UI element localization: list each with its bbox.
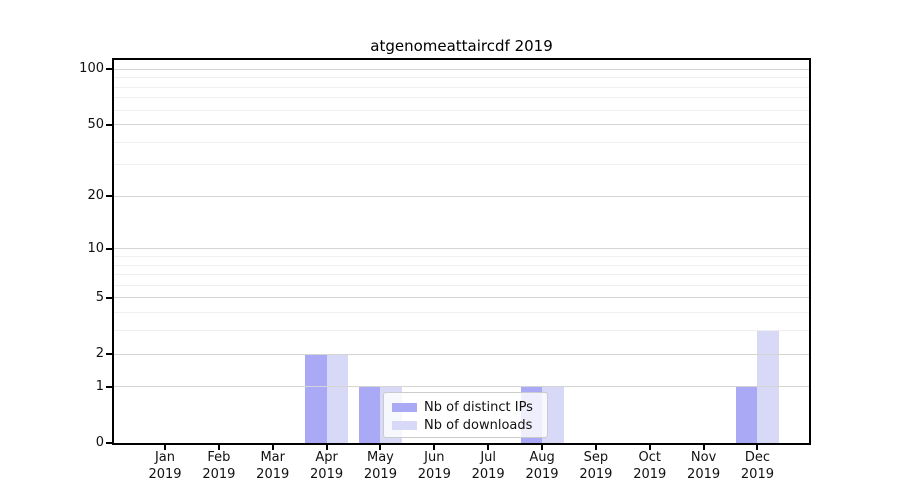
minor-gridline xyxy=(114,77,809,79)
x-tick-mark xyxy=(379,445,382,450)
x-tick-mark xyxy=(594,445,597,450)
minor-gridline xyxy=(114,97,809,99)
minor-gridline xyxy=(114,109,809,111)
x-tick-label: Jan 2019 xyxy=(148,450,182,482)
minor-gridline xyxy=(114,312,809,314)
minor-gridline xyxy=(114,284,809,286)
bar-apr-distinct-ips xyxy=(305,354,327,443)
legend-swatch-distinct-ips xyxy=(392,402,417,412)
y-tick-mark xyxy=(106,296,112,299)
major-gridline xyxy=(114,297,809,299)
y-tick-mark xyxy=(106,385,112,388)
x-tick-label: Dec 2019 xyxy=(740,450,774,482)
x-tick-label: Oct 2019 xyxy=(633,450,667,482)
x-tick-label: Jul 2019 xyxy=(471,450,505,482)
x-tick-label: Mar 2019 xyxy=(256,450,290,482)
x-tick-label: Jun 2019 xyxy=(417,450,451,482)
minor-gridline xyxy=(114,274,809,276)
y-tick-mark xyxy=(106,442,112,444)
legend-label-downloads: Nb of downloads xyxy=(424,417,533,433)
y-tick-mark xyxy=(106,353,112,356)
y-tick-label: 1 xyxy=(95,378,104,394)
x-tick-label: Apr 2019 xyxy=(310,450,344,482)
major-gridline xyxy=(114,386,809,388)
major-gridline xyxy=(114,353,809,355)
x-tick-label: Aug 2019 xyxy=(525,450,559,482)
major-gridline xyxy=(114,124,809,126)
legend: Nb of distinct IPs Nb of downloads xyxy=(383,392,548,438)
chart-title: atgenomeattaircdf 2019 xyxy=(370,37,553,55)
legend-entry-distinct-ips: Nb of distinct IPs xyxy=(392,398,539,416)
y-tick-label: 2 xyxy=(95,346,104,362)
x-tick-mark xyxy=(756,445,759,450)
legend-entry-downloads: Nb of downloads xyxy=(392,416,539,434)
x-tick-mark xyxy=(271,445,274,450)
y-tick-label: 5 xyxy=(95,289,104,305)
x-tick-mark xyxy=(541,445,544,450)
major-gridline xyxy=(114,195,809,197)
legend-swatch-downloads xyxy=(392,420,417,430)
x-tick-mark xyxy=(164,445,166,450)
minor-gridline xyxy=(114,86,809,88)
minor-gridline xyxy=(114,141,809,143)
y-tick-mark xyxy=(106,68,112,71)
y-tick-label: 20 xyxy=(87,188,104,204)
x-tick-label: Feb 2019 xyxy=(202,450,236,482)
x-tick-mark xyxy=(702,445,705,450)
x-tick-mark xyxy=(648,445,651,450)
minor-gridline xyxy=(114,330,809,332)
x-tick-label: Sep 2019 xyxy=(579,450,613,482)
y-tick-label: 100 xyxy=(79,61,104,77)
x-tick-mark xyxy=(325,445,328,450)
x-tick-mark xyxy=(433,445,436,450)
minor-gridline xyxy=(114,256,809,257)
y-tick-mark xyxy=(106,123,112,126)
y-tick-mark xyxy=(106,195,112,198)
x-tick-label: Nov 2019 xyxy=(687,450,721,482)
bar-dec-distinct-ips xyxy=(735,386,758,443)
bar-apr-downloads xyxy=(326,354,349,443)
legend-label-distinct-ips: Nb of distinct IPs xyxy=(424,399,533,415)
y-tick-label: 10 xyxy=(87,240,104,256)
minor-gridline xyxy=(114,164,809,166)
y-tick-label: 0 xyxy=(95,435,104,450)
y-tick-mark xyxy=(106,247,112,250)
x-tick-label: May 2019 xyxy=(363,450,397,482)
minor-gridline xyxy=(114,264,809,266)
x-tick-mark xyxy=(487,445,490,450)
major-gridline xyxy=(114,248,809,250)
x-tick-mark xyxy=(217,445,220,450)
y-tick-label: 50 xyxy=(87,116,104,132)
major-gridline xyxy=(114,68,809,70)
bar-may-distinct-ips xyxy=(358,386,381,443)
